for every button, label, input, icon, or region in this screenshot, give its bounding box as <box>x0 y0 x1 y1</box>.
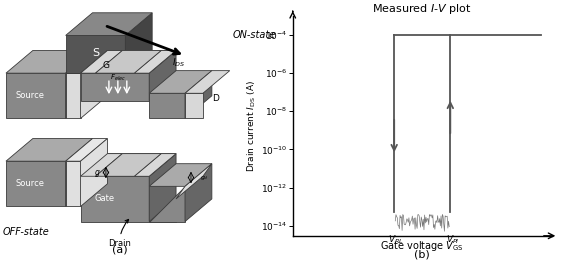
Text: $F_{elec}$: $F_{elec}$ <box>110 73 126 83</box>
Text: Drain: Drain <box>108 220 131 248</box>
Text: S: S <box>92 48 99 58</box>
Polygon shape <box>81 176 149 222</box>
Polygon shape <box>66 35 126 73</box>
Polygon shape <box>81 139 108 206</box>
Polygon shape <box>81 154 176 176</box>
Polygon shape <box>66 13 152 35</box>
Text: G: G <box>102 61 109 70</box>
Polygon shape <box>6 161 66 206</box>
Text: ON-state: ON-state <box>233 30 276 40</box>
Polygon shape <box>66 51 108 73</box>
Polygon shape <box>185 71 212 118</box>
Polygon shape <box>149 186 185 222</box>
Polygon shape <box>81 73 149 101</box>
Text: $V_{RL}$: $V_{RL}$ <box>388 233 404 246</box>
Polygon shape <box>149 199 176 222</box>
Polygon shape <box>126 13 152 73</box>
Polygon shape <box>149 51 176 101</box>
Polygon shape <box>135 154 176 176</box>
Polygon shape <box>96 51 161 73</box>
Text: D: D <box>212 94 219 103</box>
Text: Gate: Gate <box>95 194 114 203</box>
Text: g: g <box>95 168 100 177</box>
Polygon shape <box>6 139 92 161</box>
Polygon shape <box>66 161 81 206</box>
Polygon shape <box>81 51 108 118</box>
Y-axis label: Drain current $I_{\mathrm{DS}}$ (A): Drain current $I_{\mathrm{DS}}$ (A) <box>245 80 258 172</box>
Polygon shape <box>149 93 185 118</box>
Polygon shape <box>135 51 176 73</box>
Polygon shape <box>185 71 230 93</box>
Polygon shape <box>81 51 122 73</box>
Polygon shape <box>149 164 212 186</box>
Polygon shape <box>185 164 212 222</box>
Polygon shape <box>66 51 92 118</box>
Text: OFF-state: OFF-state <box>3 227 50 237</box>
Text: $I_{DS}$: $I_{DS}$ <box>172 57 185 69</box>
Polygon shape <box>6 51 92 73</box>
Text: (a): (a) <box>111 244 127 254</box>
Text: $V_{PI}$: $V_{PI}$ <box>446 233 459 246</box>
Text: Source: Source <box>15 179 44 188</box>
Title: Measured $I$-$V$ plot: Measured $I$-$V$ plot <box>373 2 472 15</box>
Polygon shape <box>66 139 108 161</box>
Polygon shape <box>176 164 212 199</box>
Text: Source: Source <box>15 91 44 100</box>
Text: $g_d$: $g_d$ <box>200 173 209 182</box>
Polygon shape <box>185 93 203 118</box>
Polygon shape <box>66 139 92 206</box>
Polygon shape <box>149 154 176 222</box>
Polygon shape <box>66 73 81 118</box>
Polygon shape <box>81 154 122 176</box>
Polygon shape <box>149 71 212 93</box>
Polygon shape <box>6 73 66 118</box>
Polygon shape <box>96 154 161 176</box>
Polygon shape <box>81 51 176 73</box>
Text: (b): (b) <box>414 249 430 259</box>
X-axis label: Gate voltage $V_{\mathrm{GS}}$: Gate voltage $V_{\mathrm{GS}}$ <box>381 239 464 253</box>
